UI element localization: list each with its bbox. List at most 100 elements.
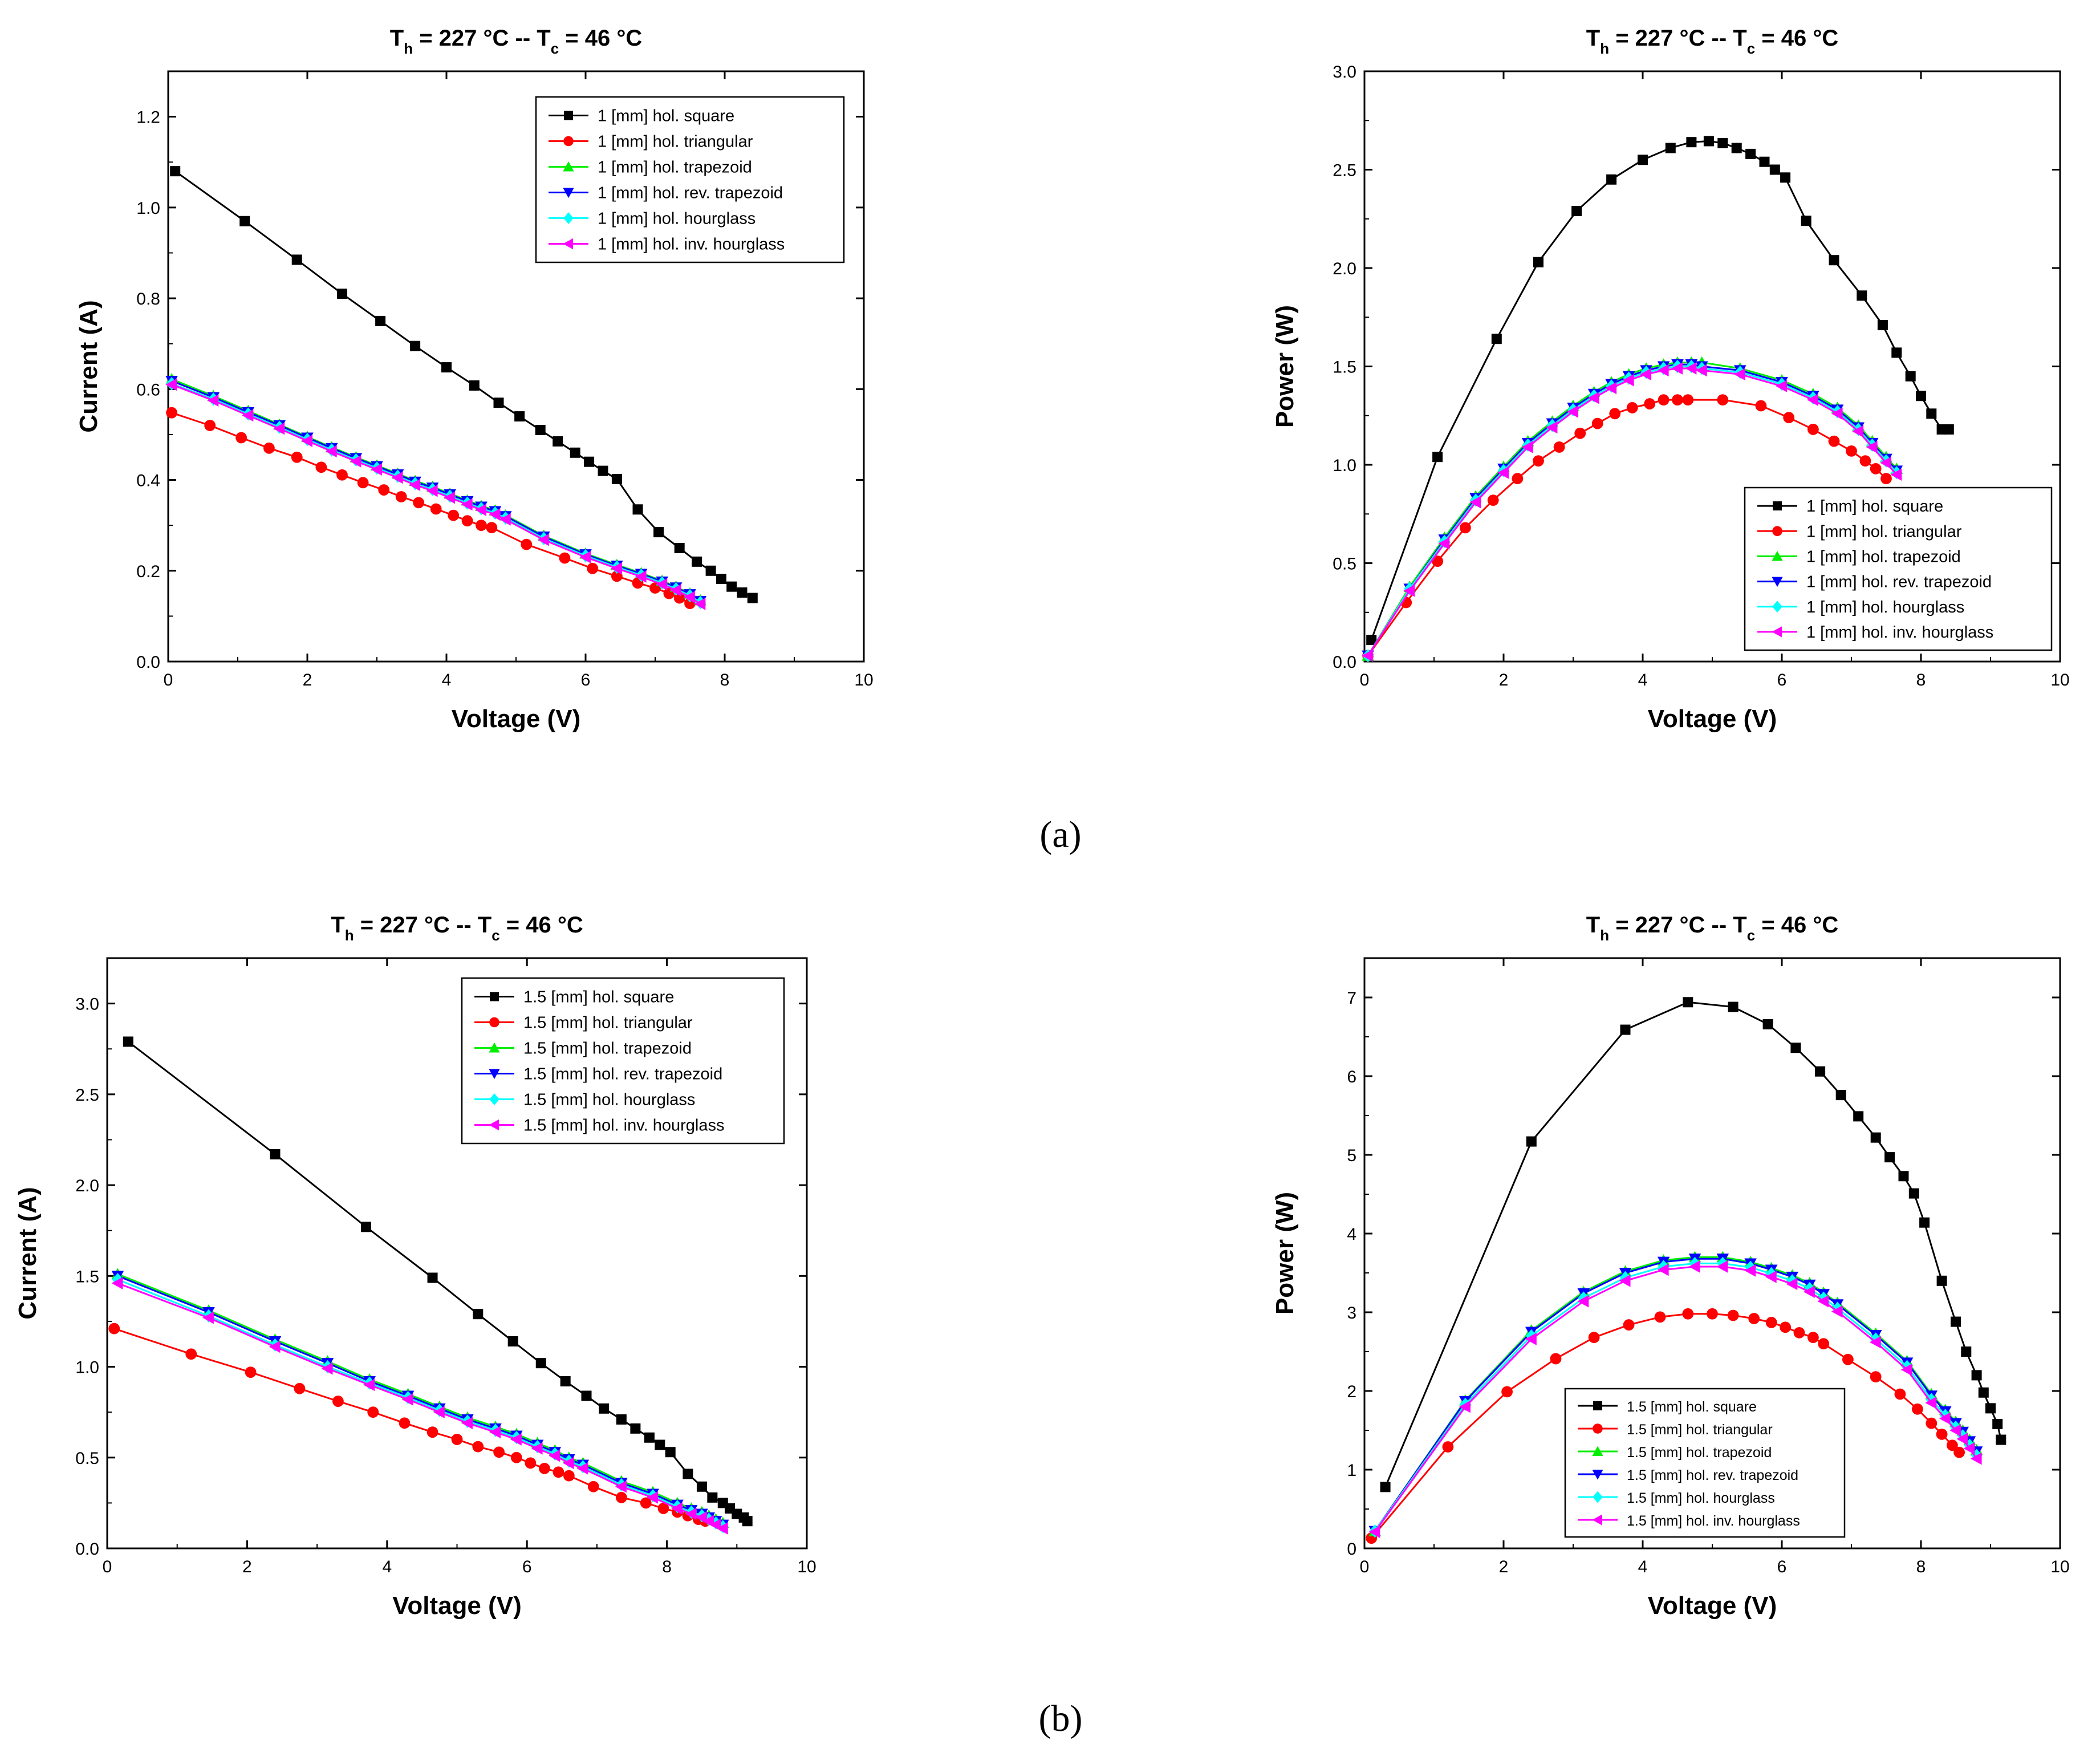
- chart-title-s1: h: [1600, 927, 1609, 944]
- legend-marker: [564, 111, 573, 120]
- data-point: [1870, 1371, 1882, 1383]
- x-tick-label: 6: [522, 1558, 532, 1576]
- data-point: [747, 593, 758, 603]
- data-point: [444, 491, 456, 504]
- data-point: [1703, 136, 1714, 147]
- data-point: [716, 574, 726, 585]
- data-point: [696, 1481, 707, 1492]
- series-square: [1380, 997, 2006, 1492]
- data-point: [531, 1442, 543, 1455]
- y-axis-label: Power (W): [1271, 305, 1299, 428]
- data-point: [1783, 412, 1795, 424]
- series-triangular: [1366, 1308, 1965, 1544]
- data-point: [1780, 172, 1791, 183]
- chart-title-t1: T: [1586, 912, 1600, 938]
- data-point: [1831, 407, 1843, 420]
- legend-entry: 1 [mm] hol. triangular: [549, 133, 753, 151]
- data-point: [1491, 334, 1502, 344]
- chart-title-s1: h: [1600, 40, 1609, 57]
- data-point: [1731, 143, 1742, 153]
- data-point: [476, 520, 487, 532]
- legend-entry: 1.5 [mm] hol. rev. trapezoid: [474, 1065, 722, 1084]
- data-point: [170, 166, 181, 177]
- legend-label: 1 [mm] hol. trapezoid: [1806, 547, 1961, 566]
- data-point: [1869, 1336, 1881, 1349]
- data-point: [538, 533, 549, 546]
- data-point: [737, 587, 748, 598]
- x-tick-label: 4: [382, 1558, 392, 1576]
- chart-title: Th = 227 °C -- Tc = 46 °C: [331, 912, 583, 944]
- data-point: [472, 1441, 484, 1453]
- data-point: [489, 1426, 501, 1438]
- data-point: [1521, 441, 1533, 453]
- data-point: [1956, 1433, 1968, 1445]
- data-point: [630, 1423, 641, 1434]
- chart-title-s2: c: [1747, 927, 1755, 944]
- legend-entry: 1.5 [mm] hol. trapezoid: [474, 1040, 692, 1058]
- legend: 1.5 [mm] hol. square 1.5 [mm] hol. triang…: [461, 977, 785, 1145]
- data-point: [674, 542, 685, 553]
- data-point: [461, 498, 473, 511]
- data-point: [655, 1439, 665, 1450]
- data-point: [705, 565, 716, 576]
- x-tick-label: 2: [303, 671, 312, 689]
- x-tick-label: 2: [242, 1558, 252, 1576]
- legend-marker: [563, 212, 574, 224]
- data-point: [1658, 394, 1670, 406]
- data-point: [1622, 374, 1634, 387]
- data-point: [337, 289, 347, 299]
- legend-label: 1.5 [mm] hol. hourglass: [1627, 1490, 1775, 1506]
- data-point: [1546, 421, 1558, 434]
- legend-label: 1 [mm] hol. rev. trapezoid: [1806, 573, 1992, 591]
- y-tick-label: 1.0: [1333, 456, 1356, 475]
- data-point: [1916, 391, 1926, 401]
- x-tick-label: 0: [164, 671, 173, 689]
- data-point: [1786, 1277, 1798, 1291]
- x-tick-label: 0: [1360, 1558, 1370, 1576]
- data-point: [486, 522, 498, 534]
- data-point: [1765, 1317, 1777, 1328]
- x-tick-label: 8: [720, 671, 730, 689]
- data-point: [461, 1417, 473, 1430]
- y-axis-label: Current (A): [75, 300, 103, 432]
- y-tick-label: 5: [1347, 1146, 1356, 1165]
- data-point: [1970, 1452, 1982, 1465]
- x-axis-label: Voltage (V): [452, 705, 581, 733]
- data-point: [694, 598, 706, 610]
- data-point: [1817, 1295, 1829, 1308]
- data-point: [1853, 1111, 1864, 1122]
- series-square: [170, 166, 758, 603]
- chart-title: Th = 227 °C -- Tc = 46 °C: [1586, 912, 1839, 944]
- data-point: [584, 456, 595, 467]
- data-point: [570, 447, 580, 458]
- data-point: [1459, 1400, 1471, 1413]
- data-point: [1951, 1316, 1961, 1327]
- series-line: [1374, 1266, 1977, 1532]
- data-point: [632, 504, 643, 515]
- data-point: [433, 1406, 445, 1418]
- legend-box: [461, 977, 785, 1145]
- data-point: [615, 1491, 627, 1503]
- x-axis-label: Voltage (V): [392, 1592, 522, 1620]
- data-point: [1908, 1188, 1919, 1199]
- data-point: [363, 1378, 375, 1392]
- data-point: [560, 1376, 571, 1387]
- data-point: [1623, 1319, 1635, 1331]
- data-point: [599, 1403, 610, 1414]
- y-tick-label: 7: [1347, 989, 1356, 1008]
- legend-label: 1 [mm] hol. hourglass: [1806, 598, 1964, 616]
- data-point: [1672, 394, 1683, 406]
- data-point: [1606, 174, 1617, 185]
- data-point: [692, 556, 702, 567]
- data-point: [395, 491, 407, 502]
- data-point: [1971, 1370, 1982, 1381]
- chart-title-s2: c: [492, 927, 499, 944]
- data-point: [535, 424, 546, 435]
- data-point: [426, 484, 438, 497]
- data-point: [1891, 347, 1902, 358]
- data-point: [332, 1396, 344, 1407]
- data-point: [427, 1426, 438, 1438]
- data-point: [1745, 148, 1756, 159]
- y-tick-label: 0.4: [136, 472, 160, 490]
- data-point: [1996, 1434, 2006, 1445]
